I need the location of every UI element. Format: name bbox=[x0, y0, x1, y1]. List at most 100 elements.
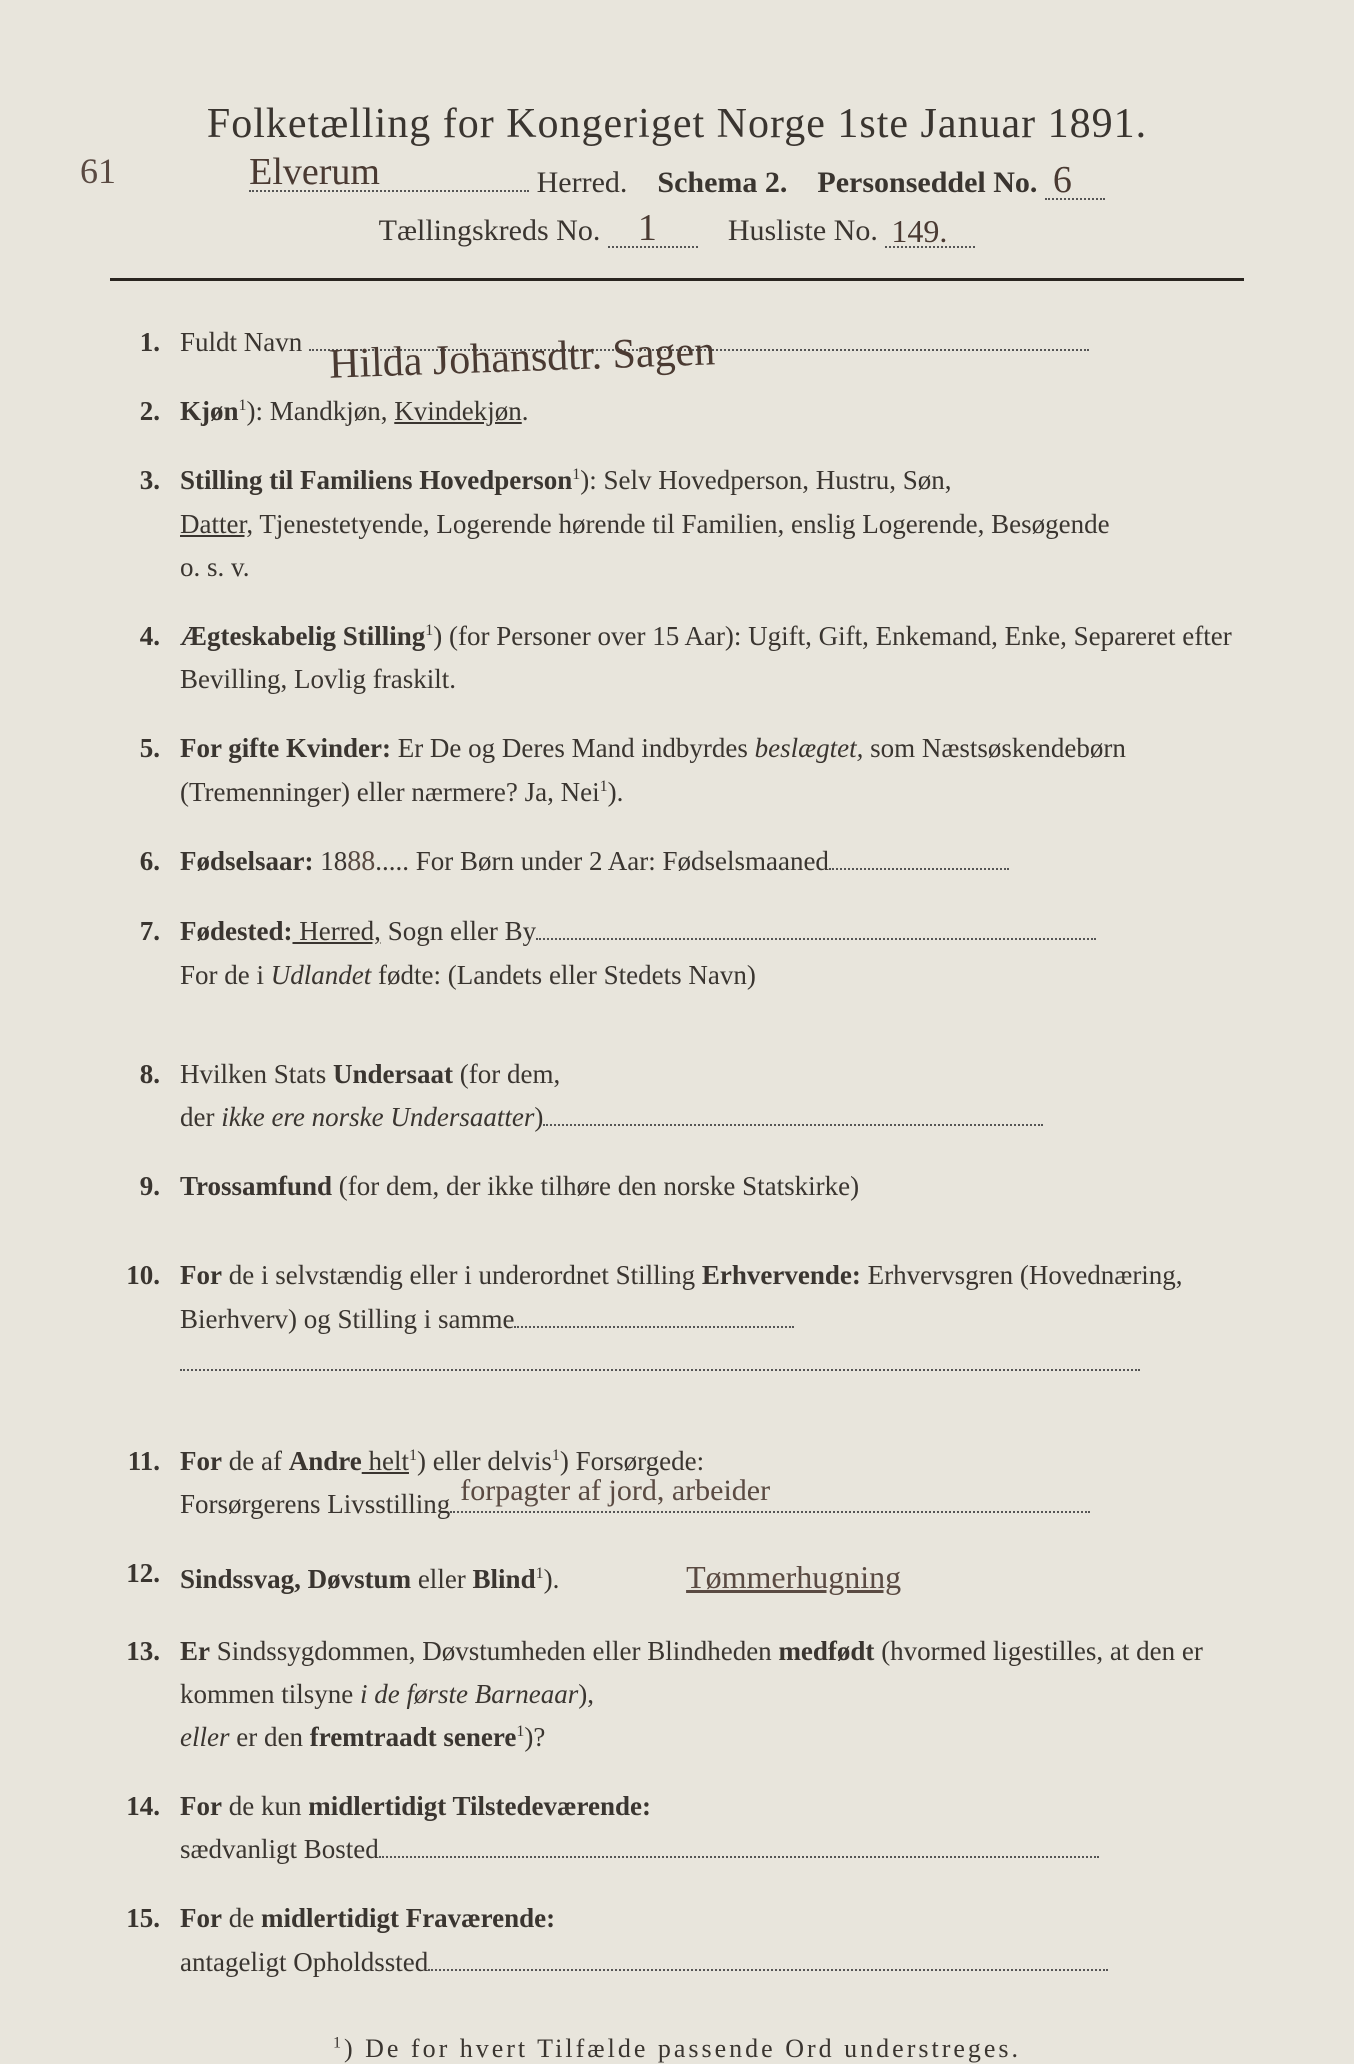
personseddel-no-field: 6 bbox=[1045, 172, 1105, 200]
row-8-text2: (for dem, bbox=[453, 1059, 560, 1089]
row-5: 5. For gifte Kvinder: Er De og Deres Man… bbox=[110, 727, 1244, 813]
row-12-sup: 1 bbox=[536, 1565, 544, 1582]
row-7-italic: Udlandet bbox=[271, 960, 372, 990]
row-8-italic: ikke ere norske Undersaatter bbox=[221, 1102, 534, 1132]
row-5-text3: ). bbox=[608, 777, 624, 807]
row-7-num: 7. bbox=[110, 910, 180, 996]
row-7-text2: For de i bbox=[180, 960, 271, 990]
row-11-underlined: helt bbox=[362, 1446, 409, 1476]
row-5-text1: Er De og Deres Mand indbyrdes bbox=[391, 733, 755, 763]
taellingskreds-label: Tællingskreds No. bbox=[379, 214, 601, 247]
herred-label: Herred. bbox=[537, 166, 628, 199]
row-11-for: For bbox=[180, 1446, 222, 1476]
row-13: 13. Er Sindssygdommen, Døvstumheden elle… bbox=[110, 1630, 1244, 1760]
row-13-text4: er den bbox=[229, 1722, 309, 1752]
row-5-sup: 1 bbox=[600, 778, 608, 795]
row-14-for: For bbox=[180, 1791, 222, 1821]
row-12-handwritten: Tømmerhugning bbox=[686, 1559, 901, 1595]
row-11-text1: de af bbox=[229, 1446, 289, 1476]
row-10-bold1: Erhvervende: bbox=[702, 1260, 861, 1290]
row-7-text1: Sogn eller By bbox=[381, 916, 536, 946]
taellingskreds-field: 1 bbox=[608, 220, 698, 248]
row-12-bold1: Sindssvag, Døvstum bbox=[180, 1564, 411, 1594]
row-3-text1: ): Selv Hovedperson, Hustru, Søn, bbox=[580, 465, 951, 495]
row-2: 2. Kjøn1): Mandkjøn, Kvindekjøn. bbox=[110, 390, 1244, 433]
row-15-bold1: midlertidigt Fraværende: bbox=[261, 1903, 555, 1933]
row-10-dotfield2 bbox=[180, 1369, 1140, 1371]
row-5-num: 5. bbox=[110, 727, 180, 813]
row-11-num: 11. bbox=[110, 1440, 180, 1526]
row-3-underlined: Datter, bbox=[180, 509, 253, 539]
row-3: 3. Stilling til Familiens Hovedperson1):… bbox=[110, 459, 1244, 589]
row-7-label: Fødested: bbox=[180, 916, 292, 946]
husliste-field: 149. bbox=[885, 220, 975, 248]
row-13-text5: )? bbox=[524, 1722, 545, 1752]
row-13-text3: ), bbox=[578, 1679, 594, 1709]
row-9-num: 9. bbox=[110, 1165, 180, 1208]
row-13-text1: Sindssygdommen, Døvstumheden eller Blind… bbox=[217, 1636, 779, 1666]
row-14-num: 14. bbox=[110, 1785, 180, 1871]
personseddel-no-value: 6 bbox=[1053, 158, 1072, 202]
row-12-text1: eller bbox=[411, 1564, 472, 1594]
row-11-bold1: Andre bbox=[289, 1446, 362, 1476]
row-2-text2: . bbox=[522, 396, 529, 426]
row-13-italic2: eller bbox=[180, 1722, 229, 1752]
row-15: 15. For de midlertidigt Fraværende: anta… bbox=[110, 1897, 1244, 1983]
row-15-dotfield bbox=[428, 1969, 1108, 1971]
row-4-num: 4. bbox=[110, 615, 180, 701]
row-2-text: ): Mandkjøn, bbox=[247, 396, 395, 426]
row-10-dotfield bbox=[514, 1326, 794, 1328]
row-13-italic: i de første Barneaar bbox=[360, 1679, 578, 1709]
herred-field: Elverum bbox=[249, 190, 529, 192]
row-13-bold1: medfødt bbox=[778, 1636, 874, 1666]
row-2-label: Kjøn bbox=[180, 396, 239, 426]
row-8-text4: ) bbox=[534, 1102, 543, 1132]
row-4: 4. Ægteskabelig Stilling1) (for Personer… bbox=[110, 615, 1244, 701]
husliste-value: 149. bbox=[891, 213, 947, 250]
header-line-3: Tællingskreds No. 1 Husliste No. 149. bbox=[110, 214, 1244, 248]
row-3-label: Stilling til Familiens Hovedperson bbox=[180, 465, 572, 495]
row-6: 6. Fødselsaar: 1888..... For Børn under … bbox=[110, 840, 1244, 885]
row-7: 7. Fødested: Herred, Sogn eller By For d… bbox=[110, 910, 1244, 996]
row-3-text2: Tjenestetyende, Logerende hørende til Fa… bbox=[253, 509, 1109, 539]
row-15-text1: de bbox=[229, 1903, 261, 1933]
row-3-num: 3. bbox=[110, 459, 180, 589]
row-9-label: Trossamfund bbox=[180, 1171, 332, 1201]
row-1-label: Fuldt Navn bbox=[180, 327, 302, 357]
footnote-text: ) De for hvert Tilfælde passende Ord und… bbox=[344, 2034, 1021, 2063]
row-2-underlined: Kvindekjøn bbox=[394, 396, 522, 426]
row-11-handwritten: forpagter af jord, arbeider bbox=[460, 1467, 770, 1515]
row-5-label: For gifte Kvinder: bbox=[180, 733, 391, 763]
row-2-sup: 1 bbox=[239, 397, 247, 414]
row-7-text3: fødte: (Landets eller Stedets Navn) bbox=[371, 960, 756, 990]
row-14-text2: sædvanligt Bosted bbox=[180, 1834, 379, 1864]
footnote: 1) De for hvert Tilfælde passende Ord un… bbox=[110, 2034, 1244, 2064]
row-9: 9. Trossamfund (for dem, der ikke tilhør… bbox=[110, 1165, 1244, 1208]
row-13-er: Er bbox=[180, 1636, 210, 1666]
divider bbox=[110, 278, 1244, 281]
row-8-dotfield bbox=[543, 1124, 1043, 1126]
footnote-sup: 1 bbox=[333, 2034, 344, 2051]
row-6-handwritten: 88 bbox=[347, 840, 375, 885]
row-15-num: 15. bbox=[110, 1897, 180, 1983]
row-8: 8. Hvilken Stats Undersaat (for dem, der… bbox=[110, 1053, 1244, 1139]
row-6-label: Fødselsaar: bbox=[180, 846, 313, 876]
row-1-handwritten: Hilda Johansdtr. Sagen bbox=[328, 318, 716, 399]
row-1-num: 1. bbox=[110, 321, 180, 364]
row-8-bold1: Undersaat bbox=[333, 1059, 453, 1089]
row-1: 1. Fuldt Navn Hilda Johansdtr. Sagen bbox=[110, 321, 1244, 364]
header-line-2: Elverum Herred. Schema 2. Personseddel N… bbox=[110, 166, 1244, 200]
row-13-bold2: fremtraadt senere bbox=[310, 1722, 517, 1752]
row-10-num: 10. bbox=[110, 1254, 180, 1384]
page-title: Folketælling for Kongeriget Norge 1ste J… bbox=[110, 100, 1244, 148]
row-11-sup: 1 bbox=[409, 1447, 417, 1464]
row-14-text1: de kun bbox=[229, 1791, 308, 1821]
row-6-text1: 18 bbox=[313, 846, 347, 876]
row-8-text3: der bbox=[180, 1102, 221, 1132]
row-10: 10. For de i selvstændig eller i underor… bbox=[110, 1254, 1244, 1384]
row-6-text2: ..... For Børn under 2 Aar: Fødselsmaane… bbox=[375, 846, 829, 876]
taellingskreds-value: 1 bbox=[638, 206, 657, 250]
row-10-bold0: For bbox=[180, 1260, 222, 1290]
row-12-text2: ). bbox=[544, 1564, 560, 1594]
row-11-dotfield: forpagter af jord, arbeider bbox=[450, 1511, 1090, 1513]
